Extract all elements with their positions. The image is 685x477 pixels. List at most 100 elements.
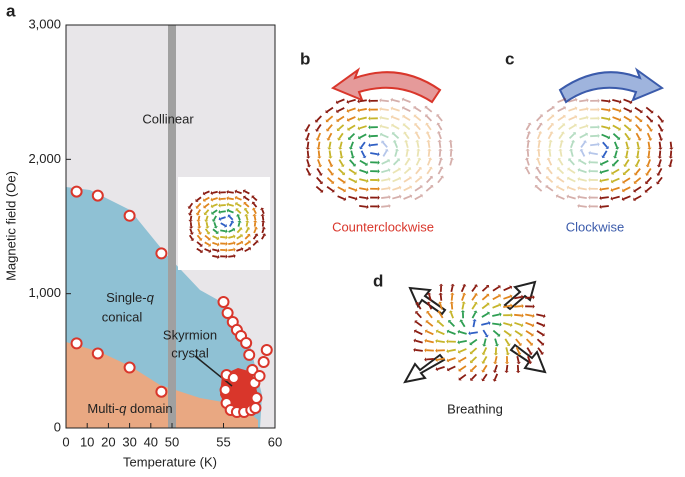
spin-arrow-head	[247, 233, 251, 237]
spin-arrow	[536, 123, 542, 131]
spin-arrow	[428, 294, 432, 301]
y-tick-label: 3,000	[28, 16, 61, 31]
spin-arrow	[601, 196, 609, 199]
spin-arrow-head	[612, 156, 618, 159]
spin-arrow	[348, 186, 356, 191]
spin-arrow-head	[519, 333, 523, 337]
data-point	[155, 247, 168, 260]
spin-arrow	[614, 150, 618, 157]
spin-arrow-head	[207, 243, 211, 247]
spin-arrow-head	[644, 181, 649, 185]
spin-arrow	[481, 322, 489, 326]
spin-arrow-head	[546, 157, 551, 161]
spin-arrow	[381, 125, 389, 130]
spin-arrow-head	[498, 303, 502, 307]
spin-arrow	[196, 196, 202, 202]
spin-arrow-head	[394, 148, 400, 152]
spin-arrow-head	[388, 177, 391, 182]
spin-arrow	[416, 150, 420, 157]
spin-arrow-head	[428, 157, 433, 161]
spin-arrow-head	[658, 147, 663, 150]
spin-arrow-head	[262, 233, 267, 237]
spin-arrow	[450, 285, 454, 293]
spin-arrow-head	[597, 107, 600, 112]
spin-arrow-head	[535, 157, 541, 161]
spin-arrow	[657, 167, 663, 175]
spin-arrow-head	[531, 323, 535, 328]
spin-arrow	[381, 178, 389, 182]
spin-arrow	[516, 355, 520, 363]
spin-arrow	[514, 305, 522, 308]
spin-arrow-head	[541, 332, 545, 337]
spin-arrow	[579, 169, 587, 174]
spin-arrow-head	[210, 204, 214, 209]
spin-arrow	[392, 107, 400, 112]
spin-arrow	[579, 125, 587, 130]
spin-arrow	[536, 176, 542, 184]
spin-arrow-head	[660, 119, 664, 123]
spin-arrow-head	[659, 129, 664, 132]
spin-arrow-head	[622, 180, 626, 184]
spin-arrow-head	[188, 219, 193, 223]
spin-arrow	[196, 234, 202, 240]
spin-arrow-head	[338, 147, 343, 150]
spin-arrow	[244, 247, 250, 253]
spin-arrow	[416, 303, 422, 310]
spin-arrow	[244, 241, 250, 246]
spin-arrow	[460, 320, 466, 328]
spin-arrow	[404, 159, 410, 166]
spin-arrow	[634, 177, 642, 183]
spin-arrow	[472, 320, 476, 328]
spin-arrow	[537, 141, 541, 148]
spin-arrow-head	[524, 157, 530, 160]
spin-arrow	[612, 159, 620, 166]
data-point	[257, 356, 270, 369]
spin-arrow	[392, 177, 400, 183]
spin-arrow-head	[618, 108, 622, 113]
data-point	[250, 392, 263, 405]
spin-arrow	[350, 150, 354, 157]
spin-arrow-head	[336, 118, 340, 123]
spin-arrow-head	[504, 370, 509, 374]
spin-arrow	[613, 141, 619, 149]
spin-arrow	[382, 150, 388, 157]
spin-arrow-head	[304, 138, 310, 141]
spin-arrow-head	[540, 342, 545, 346]
data-point	[155, 385, 168, 398]
spin-arrow	[602, 141, 608, 148]
spin-arrow	[482, 347, 488, 354]
spin-arrow-head	[505, 353, 510, 356]
spin-arrow	[492, 286, 500, 292]
spin-arrow-head	[599, 204, 602, 209]
phase-label: Multi-q domain	[87, 401, 172, 416]
spin-arrow-head	[509, 322, 513, 328]
x-tick-label: 40	[144, 434, 158, 449]
phase-label: Skyrmion	[163, 327, 217, 342]
spin-arrow-head	[469, 342, 473, 346]
y-tick-label: 1,000	[28, 285, 61, 300]
spin-arrow	[244, 209, 250, 215]
spin-arrow-head	[379, 124, 383, 129]
spin-arrow	[220, 236, 226, 239]
spin-arrow-head	[520, 323, 524, 328]
spin-arrow	[471, 311, 477, 319]
spin-arrow-head	[625, 147, 630, 150]
y-tick-label: 2,000	[28, 151, 61, 166]
spin-arrow-head	[516, 361, 521, 365]
spin-arrow-head	[428, 166, 433, 170]
spin-arrow	[382, 141, 388, 148]
spin-arrow-head	[562, 114, 566, 119]
spin-arrow-head	[510, 303, 513, 308]
spin-arrow	[252, 241, 258, 246]
spin-arrow	[253, 222, 257, 227]
spin-arrow	[646, 132, 652, 140]
spin-arrow	[461, 294, 465, 301]
spin-arrow-head	[599, 195, 602, 201]
spin-arrow-head	[508, 333, 512, 337]
spin-arrow	[416, 312, 422, 319]
spin-arrow-head	[435, 367, 439, 372]
spin-arrow-head	[401, 97, 405, 102]
spin-arrow-head	[607, 135, 611, 140]
spin-arrow-head	[424, 329, 428, 334]
spin-arrow-head	[414, 311, 419, 315]
